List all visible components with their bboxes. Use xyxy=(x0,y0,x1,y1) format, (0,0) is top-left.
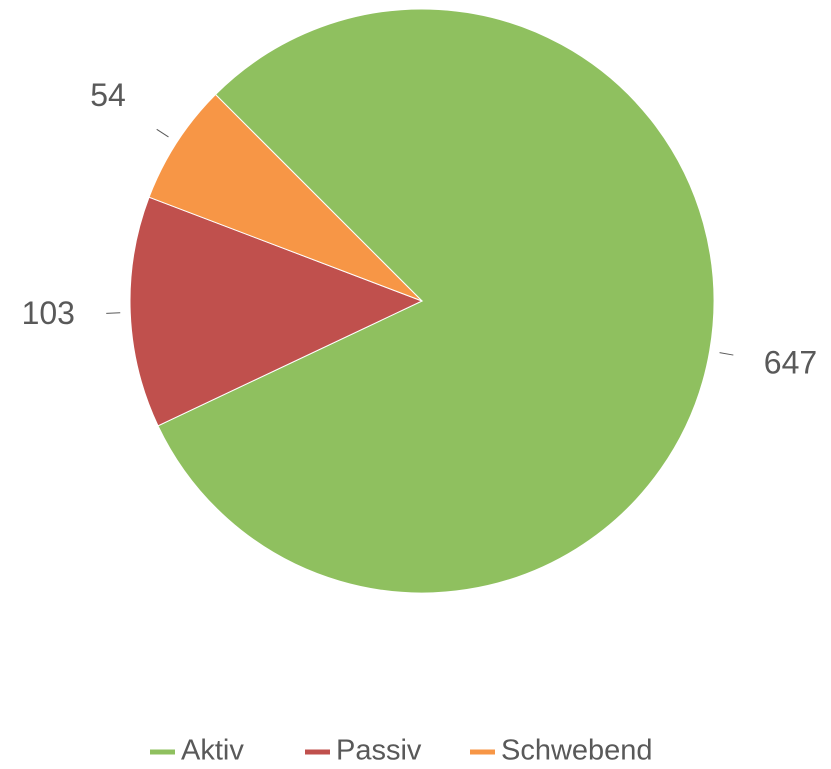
legend-label: Aktiv xyxy=(181,735,244,767)
data-label: 103 xyxy=(22,295,75,331)
legend-label: Schwebend xyxy=(501,735,653,767)
leader-line xyxy=(719,352,734,356)
legend-label: Passiv xyxy=(336,735,422,767)
pie-slice xyxy=(157,8,715,594)
leader-line xyxy=(106,312,121,314)
data-label: 54 xyxy=(90,77,126,113)
pie-slice xyxy=(148,93,423,302)
pie-slice xyxy=(129,196,424,427)
leader-line xyxy=(156,128,169,138)
data-label: 647 xyxy=(764,344,817,380)
